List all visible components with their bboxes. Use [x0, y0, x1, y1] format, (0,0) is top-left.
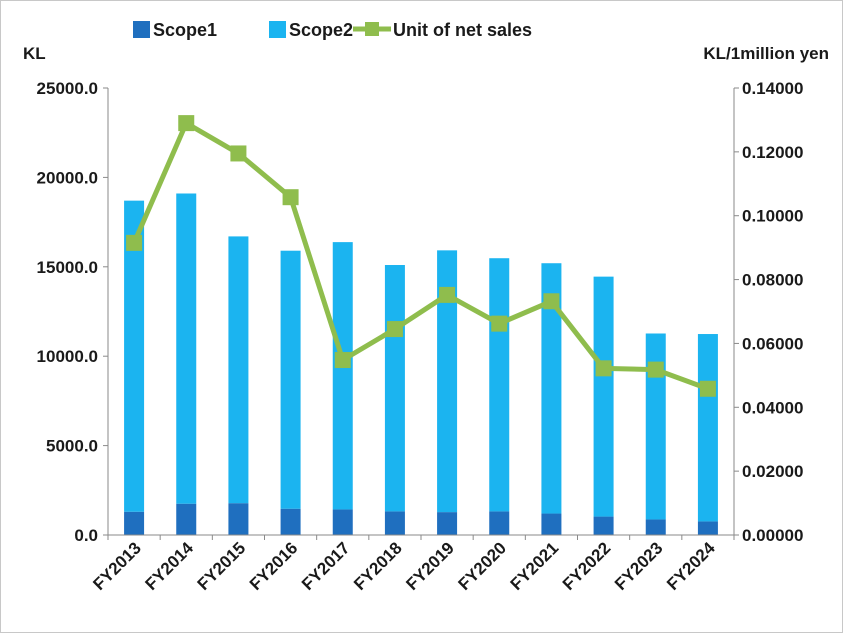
right-tick-label: 0.02000	[742, 462, 803, 481]
bar-scope2-fy2016	[280, 250, 301, 509]
left-tick-label: 10000.0	[37, 347, 98, 366]
bar-scope1-fy2017	[332, 509, 353, 535]
point-unit-of-net-sales-fy2019	[439, 286, 456, 303]
bar-scope2-fy2022	[593, 276, 614, 517]
bar-scope2-fy2013	[124, 200, 145, 512]
x-tick-label-fy2013: FY2013	[89, 538, 145, 594]
point-unit-of-net-sales-fy2015	[230, 145, 247, 162]
left-axis-unit-label: KL	[23, 44, 46, 63]
left-tick-label: 25000.0	[37, 79, 98, 98]
bar-scope2-fy2024	[697, 334, 718, 522]
x-tick-label-fy2018: FY2018	[350, 538, 406, 594]
tick-labels-layer: 0.0 5000.0 10000.0 15000.0 20000.0 25000.0 0.0…	[37, 79, 804, 594]
bar-scope1-fy2019	[437, 512, 458, 535]
x-tick-label-fy2021: FY2021	[507, 538, 563, 594]
legend-label-scope1: Scope1	[153, 20, 217, 40]
x-tick-label-fy2020: FY2020	[455, 538, 511, 594]
bar-scope2-fy2014	[176, 193, 197, 504]
x-tick-label-fy2024: FY2024	[663, 538, 719, 594]
point-unit-of-net-sales-fy2022	[595, 360, 612, 377]
bar-scope1-fy2018	[384, 511, 405, 535]
point-unit-of-net-sales-fy2013	[126, 234, 143, 251]
bar-scope1-fy2023	[645, 519, 666, 535]
legend: Scope1 Scope2 Unit of net sales	[133, 20, 532, 40]
point-unit-of-net-sales-fy2020	[491, 315, 508, 332]
legend-marker-unit-of-net-sales	[365, 22, 379, 36]
point-unit-of-net-sales-fy2016	[282, 189, 299, 206]
bar-scope1-fy2016	[280, 508, 301, 535]
right-tick-label: 0.00000	[742, 526, 803, 545]
bar-scope2-fy2020	[489, 258, 510, 512]
point-unit-of-net-sales-fy2014	[178, 115, 195, 132]
point-unit-of-net-sales-fy2021	[543, 293, 560, 310]
bars-layer	[124, 193, 718, 535]
bar-scope2-fy2021	[541, 263, 562, 514]
bar-scope2-fy2018	[384, 265, 405, 512]
point-unit-of-net-sales-fy2024	[699, 380, 716, 397]
point-unit-of-net-sales-fy2018	[386, 321, 403, 338]
right-tick-label: 0.06000	[742, 334, 803, 353]
x-tick-label-fy2022: FY2022	[559, 538, 615, 594]
left-tick-label: 0.0	[74, 526, 98, 545]
bar-scope2-fy2023	[645, 333, 666, 520]
left-tick-label: 5000.0	[46, 437, 98, 456]
bar-scope1-fy2014	[176, 503, 197, 535]
right-tick-label: 0.14000	[742, 79, 803, 98]
line-unit-of-net-sales	[131, 120, 709, 392]
line-layer	[126, 115, 716, 397]
x-tick-label-fy2017: FY2017	[298, 538, 354, 594]
right-tick-label: 0.12000	[742, 143, 803, 162]
left-tick-label: 15000.0	[37, 258, 98, 277]
x-tick-label-fy2023: FY2023	[611, 538, 667, 594]
point-unit-of-net-sales-fy2023	[647, 361, 664, 378]
x-tick-label-fy2016: FY2016	[246, 538, 302, 594]
point-unit-of-net-sales-fy2017	[334, 352, 351, 369]
axes-layer	[103, 87, 739, 540]
right-tick-label: 0.04000	[742, 398, 803, 417]
bar-scope1-fy2013	[124, 511, 145, 535]
x-tick-label-fy2015: FY2015	[194, 538, 250, 594]
legend-label-scope2: Scope2	[289, 20, 353, 40]
x-tick-label-fy2019: FY2019	[402, 538, 458, 594]
legend-swatch-scope2	[269, 21, 286, 38]
right-tick-label: 0.10000	[742, 207, 803, 226]
right-tick-label: 0.08000	[742, 271, 803, 290]
bar-scope2-fy2015	[228, 236, 249, 504]
left-tick-label: 20000.0	[37, 168, 98, 187]
bar-scope1-fy2022	[593, 516, 614, 535]
bar-scope1-fy2015	[228, 503, 249, 535]
legend-swatch-scope1	[133, 21, 150, 38]
x-tick-label-fy2014: FY2014	[142, 538, 198, 594]
bar-scope2-fy2019	[437, 250, 458, 513]
bar-scope2-fy2017	[332, 242, 353, 510]
right-axis-unit-label: KL/1million yen	[703, 44, 829, 63]
bar-scope1-fy2024	[697, 521, 718, 535]
bar-scope1-fy2021	[541, 513, 562, 535]
bar-scope1-fy2020	[489, 511, 510, 535]
legend-label-unit-of-net-sales: Unit of net sales	[393, 20, 532, 40]
